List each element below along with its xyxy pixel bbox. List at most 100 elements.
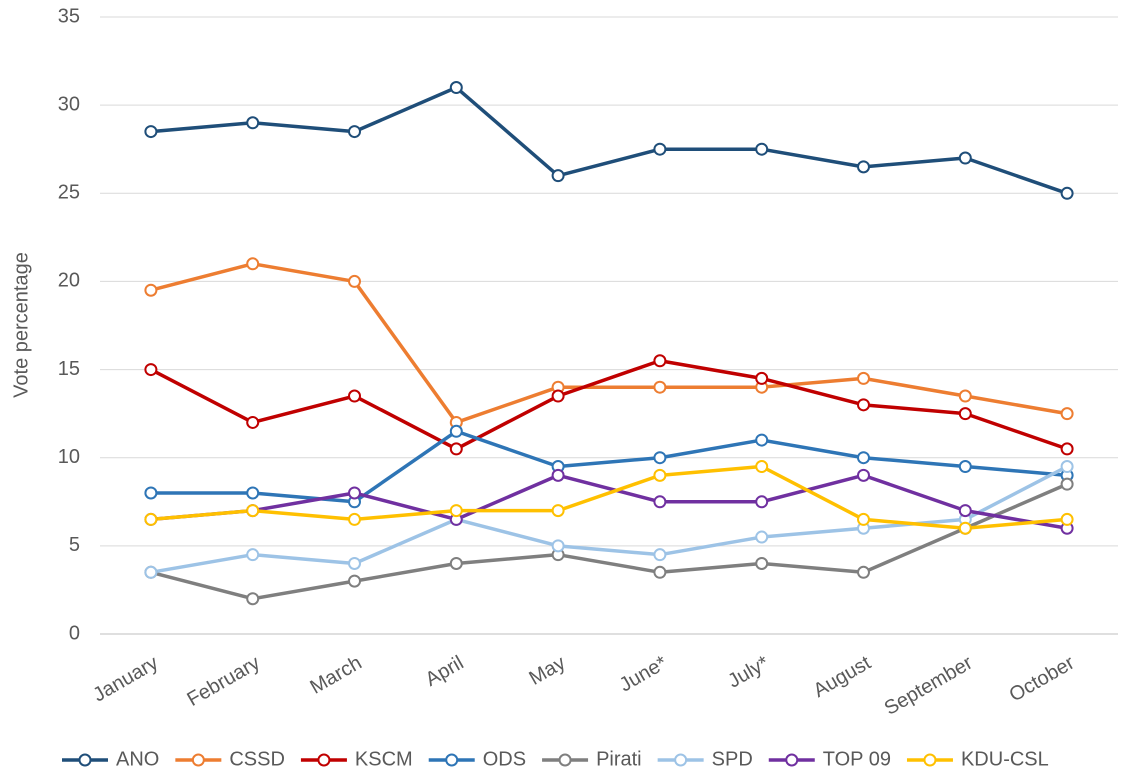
marker [348, 556, 361, 570]
marker [246, 592, 260, 606]
marker [857, 565, 870, 579]
series-line [150, 464, 1068, 575]
marker [1060, 512, 1074, 526]
marker [857, 398, 870, 412]
legend-item: Pirati [542, 748, 642, 770]
legend-item: ANO [62, 748, 159, 770]
marker [958, 460, 972, 474]
y-tick-label: 30 [58, 93, 80, 115]
marker [857, 468, 870, 482]
marker [1060, 460, 1074, 474]
marker [958, 389, 972, 403]
y-tick-label: 35 [58, 5, 80, 27]
marker [857, 451, 870, 465]
marker [653, 451, 667, 465]
marker [551, 468, 565, 482]
marker [348, 486, 361, 500]
marker [653, 142, 667, 156]
legend-label: ANO [116, 748, 159, 770]
legend-item: ODS [428, 748, 526, 770]
legend-marker [317, 753, 331, 767]
marker [1060, 186, 1074, 200]
y-tick-label: 25 [58, 182, 80, 204]
x-tick-label: June* [616, 652, 671, 697]
x-tick-label: August [810, 652, 875, 702]
series-line [150, 359, 1068, 451]
legend-item: CSSD [175, 748, 285, 770]
legend-label: TOP 09 [823, 748, 891, 770]
marker [653, 354, 667, 368]
marker [551, 169, 565, 183]
marker [755, 556, 769, 570]
marker [653, 380, 667, 394]
x-tick-label: February [184, 652, 264, 711]
marker [246, 415, 260, 429]
marker [755, 495, 769, 509]
marker [246, 116, 260, 130]
marker [449, 81, 463, 95]
marker [857, 160, 870, 174]
y-tick-label: 5 [69, 534, 80, 556]
y-tick-label: 10 [58, 446, 80, 468]
legend-label: SPD [712, 748, 753, 770]
marker [449, 424, 463, 438]
marker [958, 407, 972, 421]
legend-marker [674, 753, 688, 767]
marker [755, 460, 769, 474]
legend-marker [785, 753, 799, 767]
series-line [150, 262, 1068, 425]
legend-label: KSCM [355, 748, 413, 770]
marker [348, 512, 361, 526]
marker [551, 389, 565, 403]
marker [653, 495, 667, 509]
marker [144, 283, 158, 297]
marker [246, 486, 260, 500]
marker [449, 556, 463, 570]
marker [348, 389, 361, 403]
x-tick-label: January [89, 652, 162, 707]
marker [755, 530, 769, 544]
legend-label: Pirati [596, 748, 642, 770]
y-tick-label: 15 [58, 358, 80, 380]
marker [958, 151, 972, 165]
legend-marker [445, 753, 459, 767]
x-tick-label: July* [724, 652, 773, 693]
x-tick-label: September [881, 652, 977, 720]
legend-marker [558, 753, 572, 767]
marker [653, 468, 667, 482]
y-tick-label: 20 [58, 270, 80, 292]
marker [755, 142, 769, 156]
legend-item: KSCM [300, 748, 413, 770]
series-line [150, 473, 1068, 530]
marker [246, 548, 260, 562]
y-tick-label: 0 [69, 622, 80, 644]
legend-label: KDU-CSL [961, 748, 1049, 770]
marker [144, 125, 158, 139]
x-tick-label: May [526, 652, 570, 690]
marker [1060, 442, 1074, 456]
marker [653, 565, 667, 579]
marker [144, 363, 158, 377]
marker [348, 574, 361, 588]
marker [246, 257, 260, 271]
marker [348, 274, 361, 288]
marker [857, 371, 870, 385]
series-line [150, 464, 1068, 530]
legend-item: TOP 09 [768, 748, 891, 770]
legend-marker [191, 753, 205, 767]
marker [551, 504, 565, 518]
marker [755, 371, 769, 385]
x-tick-label: April [422, 652, 468, 691]
legend-item: KDU-CSL [906, 748, 1049, 770]
marker [348, 125, 361, 139]
x-tick-label: March [307, 652, 366, 699]
marker [144, 512, 158, 526]
marker [246, 504, 260, 518]
series-line [150, 429, 1068, 504]
legend-item: SPD [657, 748, 753, 770]
marker [653, 548, 667, 562]
series-line [150, 482, 1068, 601]
marker [144, 565, 158, 579]
marker [144, 486, 158, 500]
